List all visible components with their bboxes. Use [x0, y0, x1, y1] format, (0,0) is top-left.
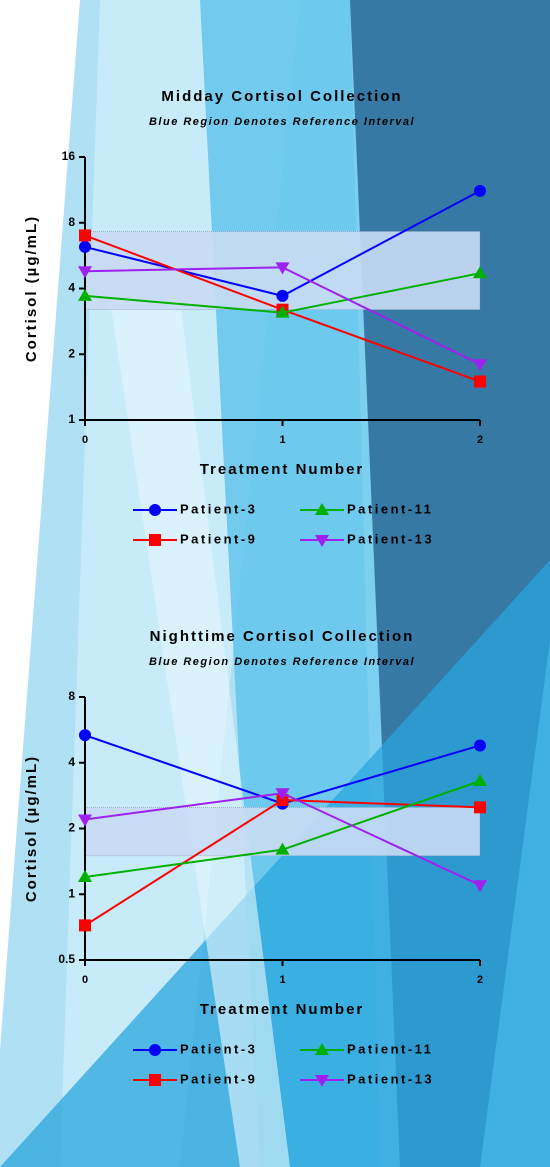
marker: [79, 919, 91, 932]
marker: [275, 262, 290, 275]
marker: [78, 288, 92, 301]
marker: [79, 229, 91, 242]
marker: [275, 842, 290, 855]
legend-label: Patient-3: [180, 501, 257, 516]
marker: [473, 773, 487, 786]
y-tick-label: 1: [68, 412, 75, 426]
marker: [275, 788, 290, 801]
marker: [275, 305, 290, 318]
y-tick-label: 8: [68, 215, 75, 229]
x-tick-label: 2: [477, 434, 483, 446]
chart-subtitle: Blue Region Denotes Reference Interval: [149, 116, 415, 128]
y-axis-label: Cortisol (µg/mL): [23, 215, 40, 362]
marker: [149, 1044, 161, 1056]
marker: [473, 359, 487, 372]
y-tick-label: 4: [68, 755, 75, 769]
marker: [315, 1075, 329, 1087]
legend-label: Patient-11: [347, 1041, 433, 1056]
marker: [79, 240, 91, 253]
x-axis-label: Treatment Number: [200, 461, 365, 478]
y-tick-label: 4: [68, 281, 75, 295]
legend-label: Patient-9: [180, 1071, 257, 1086]
legend-label: Patient-3: [180, 1041, 257, 1056]
legend-label: Patient-9: [180, 531, 257, 546]
chart-title: Nighttime Cortisol Collection: [150, 628, 415, 645]
y-tick-label: 8: [68, 689, 75, 703]
y-tick-label: 1: [68, 886, 75, 900]
x-tick-label: 0: [82, 434, 88, 446]
marker: [474, 739, 486, 752]
x-tick-label: 1: [279, 434, 285, 446]
y-tick-label: 2: [68, 821, 75, 835]
marker: [149, 1074, 161, 1086]
x-tick-label: 0: [82, 974, 88, 986]
marker: [473, 266, 487, 279]
marker: [78, 814, 92, 827]
chart-title: Midday Cortisol Collection: [161, 88, 402, 105]
marker: [474, 375, 486, 388]
marker: [473, 880, 487, 893]
x-tick-label: 1: [279, 974, 285, 986]
chart-subtitle: Blue Region Denotes Reference Interval: [149, 656, 415, 668]
legend-label: Patient-11: [347, 501, 433, 516]
marker: [149, 504, 161, 516]
marker: [474, 184, 486, 197]
marker: [149, 534, 161, 546]
y-tick-label: 2: [68, 346, 75, 360]
y-tick-label: 0.5: [58, 952, 75, 966]
marker: [315, 503, 329, 515]
legend-label: Patient-13: [347, 1071, 434, 1086]
marker: [78, 869, 92, 882]
marker: [474, 801, 486, 814]
marker: [276, 289, 289, 302]
marker: [78, 266, 92, 279]
marker: [315, 535, 329, 547]
marker: [315, 1043, 329, 1055]
x-tick-label: 2: [477, 974, 483, 986]
x-axis-label: Treatment Number: [200, 1001, 365, 1018]
marker: [79, 729, 91, 742]
legend-label: Patient-13: [347, 531, 434, 546]
y-tick-label: 16: [62, 149, 76, 163]
y-axis-label: Cortisol (µg/mL): [23, 755, 40, 902]
